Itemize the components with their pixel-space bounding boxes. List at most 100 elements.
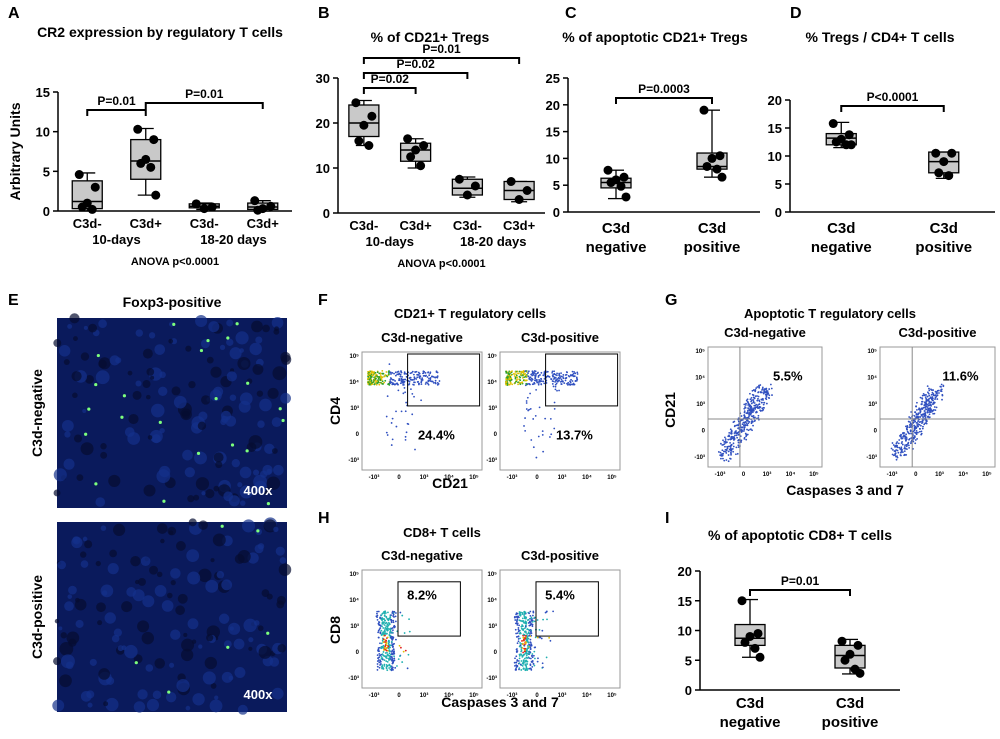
tissue-texture [210, 366, 222, 378]
event [531, 654, 533, 657]
event [769, 383, 772, 386]
event [390, 373, 392, 375]
event [919, 408, 921, 411]
tissue-texture [212, 533, 226, 547]
event [528, 612, 531, 615]
tissue-texture [145, 664, 154, 672]
event [536, 381, 539, 384]
foxp3-cell [120, 415, 124, 419]
gate-percent: 5.4% [545, 588, 575, 603]
tissue-texture [185, 705, 191, 711]
event [754, 395, 757, 398]
event [517, 381, 519, 384]
y-tick-label: 10 [36, 125, 50, 140]
event [385, 615, 388, 618]
tissue-texture [160, 538, 165, 544]
event [389, 616, 392, 619]
foxp3-cell [199, 348, 204, 353]
event [746, 424, 749, 427]
data-point [416, 161, 426, 171]
event [570, 378, 572, 381]
event [521, 624, 523, 626]
data-point [364, 141, 374, 150]
event [511, 370, 513, 373]
event [927, 407, 929, 410]
event [373, 371, 375, 373]
event [747, 407, 749, 410]
y-tick-label: 5 [43, 164, 50, 179]
tissue-texture [57, 560, 66, 570]
tissue-texture [159, 371, 166, 379]
event [531, 661, 534, 663]
event [518, 657, 521, 660]
event [926, 410, 929, 412]
flow-x-tick: 10⁴ [582, 475, 592, 481]
event [513, 616, 516, 618]
event [921, 427, 924, 430]
group-label: 18-20 days [460, 234, 527, 249]
event [737, 424, 740, 427]
tissue-texture [187, 618, 199, 630]
x-axis-label: CD21 [432, 475, 468, 491]
event [393, 655, 396, 658]
event [531, 370, 534, 373]
event [735, 453, 737, 456]
event [921, 394, 924, 397]
panel-title: CD8+ T cells [403, 525, 481, 540]
event [381, 617, 384, 620]
flow-x-tick: 10³ [420, 692, 429, 699]
event [562, 377, 565, 380]
event [727, 435, 730, 438]
event [403, 632, 406, 634]
tissue-texture [239, 485, 253, 499]
event [523, 376, 526, 379]
flow-x-tick: -10³ [507, 474, 518, 481]
event [727, 445, 730, 448]
data-point [939, 157, 949, 167]
event [515, 612, 518, 615]
x-tick-label: negative [811, 239, 872, 256]
event [760, 401, 763, 404]
foxp3-cell [278, 407, 282, 411]
event [537, 383, 540, 386]
event [511, 383, 514, 386]
event [903, 446, 906, 448]
event [907, 444, 910, 447]
event [756, 407, 759, 409]
data-point [712, 164, 722, 174]
chart-title: CR2 expression by regulatory T cells [37, 24, 283, 40]
event [554, 383, 557, 386]
event [939, 385, 942, 388]
tissue-texture [89, 658, 97, 666]
data-point [359, 120, 369, 130]
event [417, 371, 420, 374]
event [752, 416, 755, 419]
flow-x-tick: 0 [397, 475, 401, 481]
event [387, 624, 390, 627]
event [743, 428, 746, 431]
event [771, 394, 773, 396]
event [527, 372, 529, 374]
gate [535, 581, 599, 637]
tissue-texture [150, 375, 155, 380]
event [522, 370, 525, 372]
event [405, 373, 408, 375]
event [530, 617, 533, 620]
tissue-texture [219, 344, 226, 350]
event [518, 653, 521, 656]
event [388, 652, 391, 655]
foxp3-cell [266, 631, 270, 635]
group-label: 10-days [92, 232, 140, 247]
flow-y-tick: 0 [494, 432, 498, 438]
event [757, 404, 759, 406]
event [727, 460, 730, 463]
event [737, 441, 740, 444]
event [915, 433, 918, 436]
flow-x-tick: 10³ [558, 692, 567, 699]
event [525, 639, 528, 642]
data-point [470, 181, 480, 191]
data-point [837, 636, 847, 646]
event [732, 445, 735, 448]
event [527, 637, 530, 640]
event [747, 422, 750, 425]
